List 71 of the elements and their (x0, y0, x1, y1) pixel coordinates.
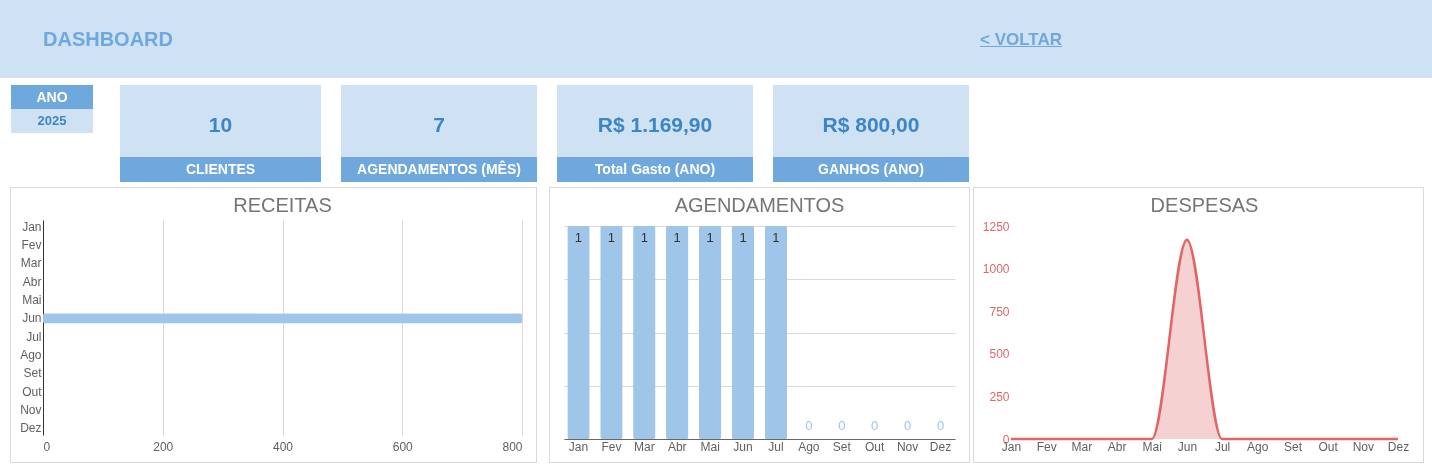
y-tick-label: 250 (989, 389, 1010, 404)
text: < VOLTAR (980, 30, 1063, 50)
text: Total Gasto (ANO) (557, 157, 753, 182)
chart-title: RECEITAS (233, 194, 332, 216)
x-tick-label: Out (865, 439, 886, 454)
x-tick-label: Nov (1352, 439, 1374, 454)
y-tick-label: Ago (20, 347, 42, 362)
text: ANO (11, 85, 93, 109)
y-tick-label: Mar (20, 256, 42, 271)
x-tick-label: Set (832, 439, 852, 454)
text: CLIENTES (120, 157, 321, 182)
x-tick-label: Set (1283, 439, 1303, 454)
text: R$ 800,00 (821, 113, 921, 137)
y-tick-label: Dez (20, 421, 42, 436)
x-tick-label: Dez (929, 439, 952, 454)
data-label: 1 (739, 230, 747, 245)
x-tick-label: Fev (1036, 439, 1057, 454)
x-tick-label: Nov (896, 439, 919, 454)
y-tick-label: Jul (26, 329, 42, 344)
y-tick-label: Out (22, 384, 43, 399)
data-label: 1 (607, 230, 616, 245)
y-tick-label: Mai (22, 293, 42, 308)
text: GANHOS (ANO) (773, 157, 969, 182)
x-tick-label: 600 (392, 439, 414, 454)
x-tick-label: Mai (1142, 439, 1162, 454)
x-tick-label: 800 (502, 439, 523, 454)
chart-title: DESPESAS (1150, 194, 1259, 216)
x-tick-label: Mai (700, 439, 720, 454)
x-tick-label: Ago (1247, 439, 1269, 454)
data-label: 0 (936, 418, 945, 433)
data-label: 0 (903, 418, 912, 433)
text: DASHBOARD (43, 28, 173, 51)
y-tick-label: Jun (22, 311, 42, 326)
x-tick-label: Abr (1107, 439, 1127, 454)
text: 7 (432, 113, 446, 137)
y-tick-label: 750 (989, 304, 1010, 319)
y-tick-label: 1250 (982, 219, 1010, 234)
y-tick-label: 500 (989, 347, 1010, 362)
x-tick-label: Mar (1071, 439, 1093, 454)
chart-title: AGENDAMENTOS (674, 194, 845, 216)
data-label: 0 (871, 418, 879, 433)
data-label: 1 (673, 230, 681, 245)
data-label: 1 (640, 230, 648, 245)
text: 2025 (11, 109, 93, 133)
data-label: 1 (706, 230, 714, 245)
x-tick-label: Mar (633, 439, 655, 454)
x-tick-label: Abr (667, 439, 687, 454)
x-tick-label: Jun (1177, 439, 1198, 454)
x-tick-label: 400 (272, 439, 294, 454)
x-tick-label: 200 (153, 439, 174, 454)
y-tick-label: Fev (21, 238, 42, 253)
y-tick-label: Jan (22, 219, 42, 234)
text: R$ 1.169,90 (596, 113, 714, 137)
x-tick-label: Ago (798, 439, 820, 454)
y-tick-label: 1000 (982, 262, 1010, 277)
x-tick-label: Jun (733, 439, 753, 454)
y-tick-label: Abr (22, 274, 42, 289)
data-label: 0 (805, 418, 813, 433)
text: 10 (207, 113, 234, 137)
data-label: 1 (772, 230, 780, 245)
data-label: 1 (574, 230, 583, 245)
x-tick-label: Jan (568, 439, 589, 454)
x-tick-label: Dez (1387, 439, 1410, 454)
x-tick-label: Fev (601, 439, 622, 454)
x-tick-label: Jul (1214, 439, 1231, 454)
text: AGENDAMENTOS (MÊS) (341, 157, 537, 182)
y-tick-label: Nov (20, 402, 42, 417)
y-tick-label: Set (23, 366, 43, 381)
data-label: 0 (838, 418, 846, 433)
x-tick-label: Out (1318, 439, 1339, 454)
x-tick-label: Jul (768, 439, 784, 454)
